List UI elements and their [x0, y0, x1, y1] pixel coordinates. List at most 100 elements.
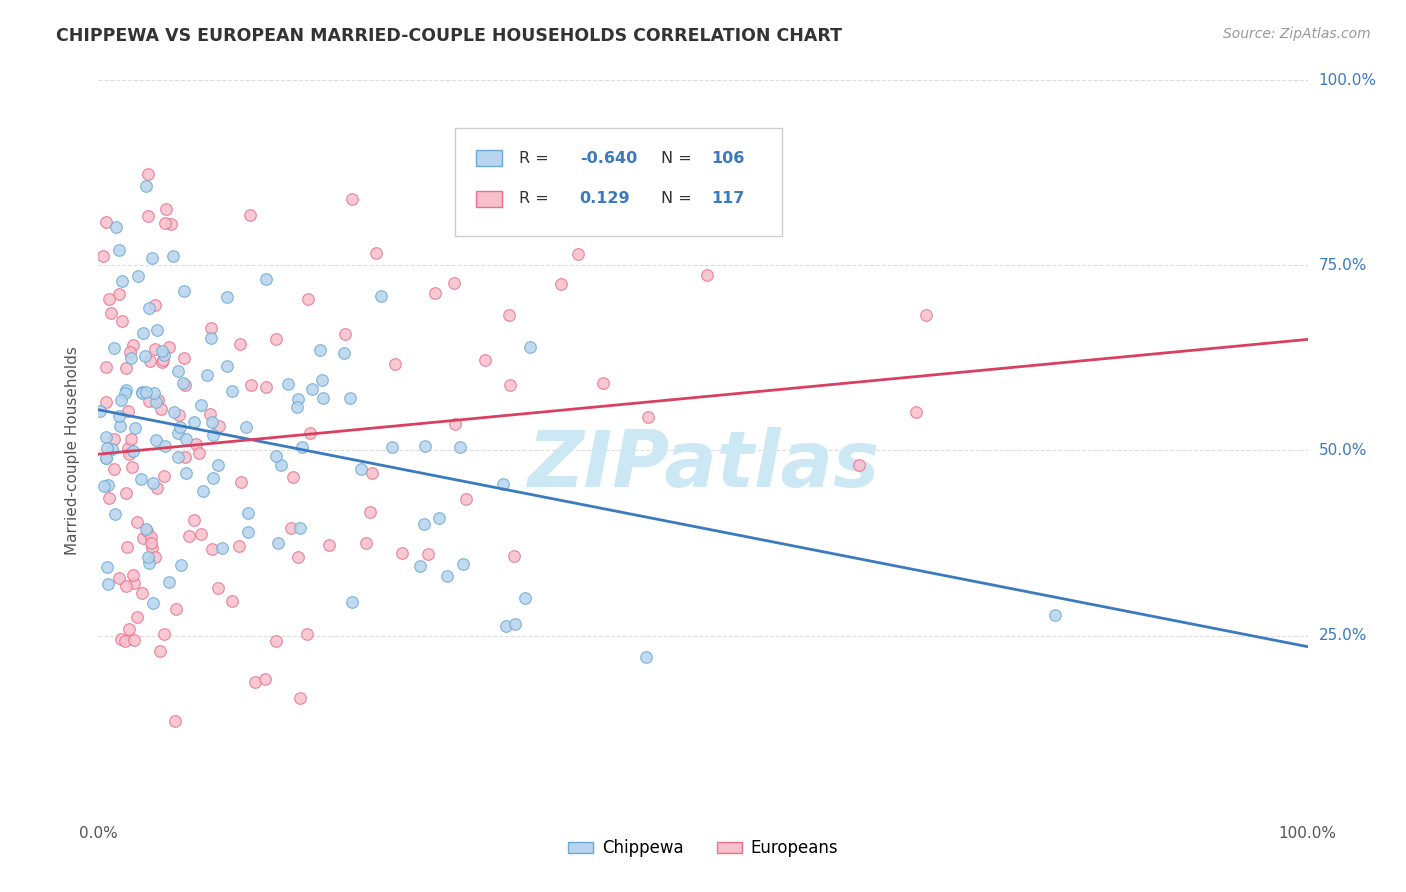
Point	[427, 511, 450, 525]
Point	[145, 394, 167, 409]
Point	[243, 675, 266, 690]
Point	[94, 450, 117, 465]
Point	[267, 536, 290, 550]
Point	[200, 408, 222, 422]
Text: 106: 106	[711, 151, 745, 166]
Point	[167, 425, 190, 440]
Point	[416, 547, 439, 561]
Point	[134, 350, 156, 364]
Point	[190, 527, 212, 541]
Point	[195, 368, 218, 382]
Point	[110, 632, 132, 647]
Point	[519, 340, 541, 354]
Point	[141, 536, 163, 550]
Point	[200, 331, 222, 345]
Point	[287, 549, 309, 564]
Point	[127, 516, 149, 530]
Point	[167, 408, 190, 422]
Point	[138, 301, 160, 316]
Point	[637, 409, 659, 424]
Point	[173, 285, 195, 299]
Point	[264, 449, 287, 463]
Point	[174, 377, 197, 392]
Point	[150, 355, 173, 369]
Point	[143, 386, 166, 401]
Point	[384, 357, 406, 371]
Point	[288, 690, 311, 705]
Point	[103, 462, 125, 476]
Point	[157, 340, 180, 354]
Point	[221, 384, 243, 398]
Point	[104, 219, 127, 234]
Point	[339, 391, 361, 405]
Point	[174, 433, 197, 447]
Point	[135, 385, 157, 400]
Point	[290, 521, 312, 535]
Point	[153, 216, 176, 230]
Point	[115, 579, 138, 593]
Point	[183, 415, 205, 429]
Point	[167, 450, 190, 464]
Point	[143, 298, 166, 312]
Point	[98, 491, 121, 505]
Point	[143, 342, 166, 356]
Point	[350, 462, 373, 476]
Point	[340, 595, 363, 609]
Point	[163, 405, 186, 419]
Text: 100.0%: 100.0%	[1319, 73, 1376, 87]
Text: Source: ZipAtlas.com: Source: ZipAtlas.com	[1223, 27, 1371, 41]
Point	[163, 714, 186, 729]
Text: N =: N =	[661, 151, 696, 166]
Point	[135, 524, 157, 539]
Point	[111, 314, 134, 328]
Point	[146, 481, 169, 495]
Point	[312, 392, 335, 406]
Point	[915, 308, 938, 322]
Point	[169, 420, 191, 434]
Point	[117, 404, 139, 418]
Point	[118, 345, 141, 359]
Point	[121, 460, 143, 475]
Point	[239, 378, 262, 392]
Point	[153, 348, 176, 362]
Point	[111, 274, 134, 288]
Point	[474, 353, 496, 368]
Point	[122, 338, 145, 352]
Point	[124, 632, 146, 647]
Y-axis label: Married-couple Households: Married-couple Households	[65, 346, 80, 555]
Point	[186, 437, 208, 451]
Point	[236, 506, 259, 520]
Point	[498, 308, 520, 322]
Point	[905, 405, 928, 419]
Point	[356, 535, 378, 549]
Point	[235, 420, 257, 434]
Point	[454, 491, 477, 506]
Point	[183, 513, 205, 527]
Point	[108, 409, 131, 424]
Point	[202, 428, 225, 442]
Point	[96, 441, 118, 455]
Point	[264, 633, 287, 648]
Point	[228, 539, 250, 553]
Point	[96, 360, 118, 375]
Point	[443, 276, 465, 290]
Legend: Chippewa, Europeans: Chippewa, Europeans	[562, 833, 844, 864]
Point	[141, 531, 163, 545]
Point	[550, 277, 572, 291]
Point	[172, 376, 194, 391]
Point	[165, 602, 187, 616]
Point	[142, 596, 165, 610]
Point	[114, 633, 136, 648]
Point	[122, 443, 145, 458]
Point	[333, 346, 356, 360]
Point	[503, 617, 526, 632]
Point	[153, 468, 176, 483]
Point	[146, 323, 169, 337]
Point	[100, 442, 122, 457]
Point	[124, 420, 146, 434]
Point	[280, 521, 302, 535]
Point	[89, 404, 111, 418]
Text: 0.129: 0.129	[579, 191, 630, 206]
Point	[381, 440, 404, 454]
Point	[848, 458, 870, 472]
